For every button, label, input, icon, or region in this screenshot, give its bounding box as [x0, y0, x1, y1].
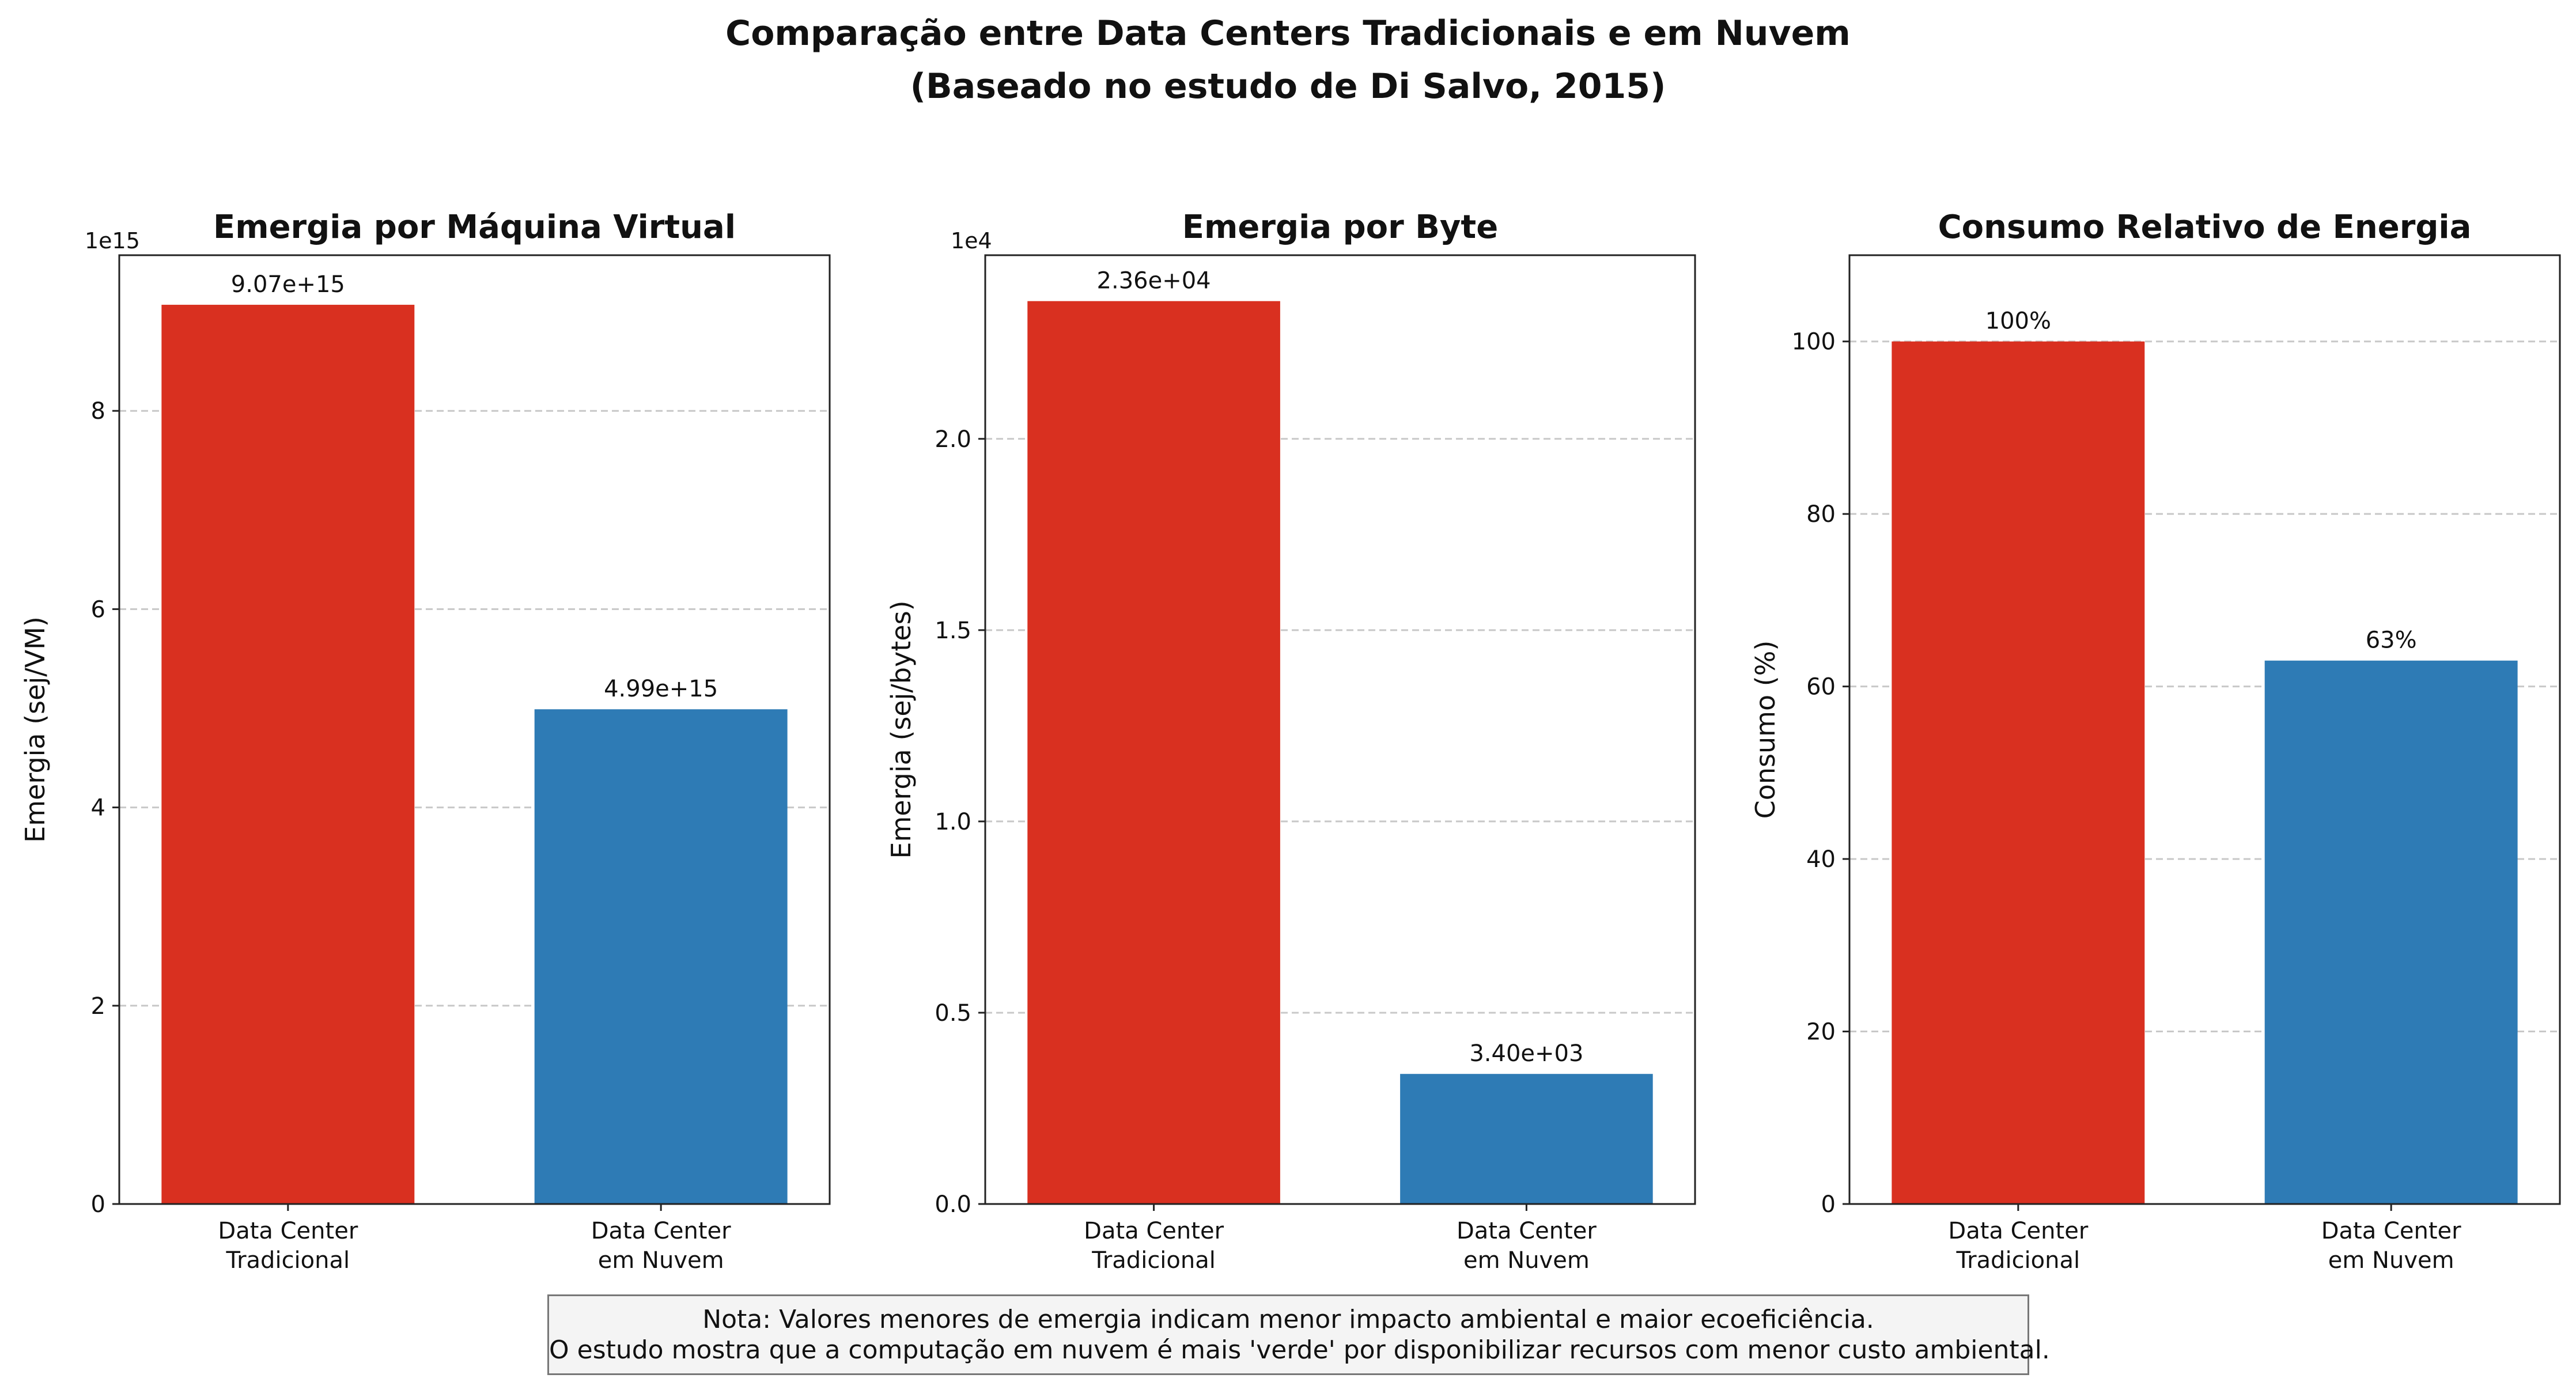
- y-axis-label: Emergia (sej/VM): [20, 616, 51, 843]
- note-line-2: O estudo mostra que a computação em nuve…: [549, 1335, 2050, 1365]
- axis-offset-label: 1e15: [85, 228, 140, 253]
- y-tick-label: 60: [1806, 674, 1836, 701]
- x-tick-label: Tradicional: [1091, 1247, 1216, 1274]
- x-tick-label: Data Center: [218, 1218, 358, 1244]
- figure-title: Comparação entre Data Centers Tradiciona…: [0, 7, 2576, 113]
- bar: [161, 305, 415, 1204]
- y-tick-label: 2: [91, 993, 105, 1020]
- x-tick-label: Data Center: [591, 1218, 731, 1244]
- note-box: Nota: Valores menores de emergia indicam…: [547, 1294, 2050, 1375]
- y-tick-label: 80: [1806, 501, 1836, 528]
- bar: [1892, 341, 2145, 1204]
- y-tick-label: 1.5: [935, 618, 971, 644]
- bar: [1400, 1074, 1653, 1204]
- y-tick-label: 0.5: [935, 1000, 971, 1027]
- chart-title: Emergia por Máquina Virtual: [213, 209, 736, 246]
- bar-value-label: 63%: [2366, 627, 2417, 654]
- chart-title: Emergia por Byte: [1182, 209, 1498, 246]
- y-tick-label: 0.0: [935, 1191, 971, 1218]
- x-tick-label: Data Center: [1457, 1218, 1597, 1244]
- bar-value-label: 3.40e+03: [1469, 1040, 1583, 1067]
- axes-frame: [1848, 254, 2561, 1205]
- bar: [2264, 660, 2518, 1204]
- y-tick-label: 40: [1806, 846, 1836, 873]
- x-tick-label: Tradicional: [1956, 1247, 2081, 1274]
- bar: [1027, 301, 1280, 1204]
- y-tick-label: 20: [1806, 1019, 1836, 1046]
- x-tick-label: Data Center: [1948, 1218, 2088, 1244]
- chart-title: Consumo Relativo de Energia: [1938, 209, 2472, 246]
- chart-1: 9.07e+15 4.99e+15 0 2 4 6 8 Data Center Tradicio…: [20, 209, 831, 1274]
- y-tick-label: 2.0: [935, 426, 971, 453]
- figure-title-line-1: Comparação entre Data Centers Tradiciona…: [725, 13, 1851, 54]
- y-tick-label: 1.0: [935, 809, 971, 835]
- y-tick-label: 6: [91, 596, 105, 623]
- bar-value-label: 9.07e+15: [231, 271, 345, 298]
- x-tick-label: Tradicional: [226, 1247, 350, 1274]
- note-line-1: Nota: Valores menores de emergia indicam…: [702, 1305, 1874, 1334]
- axis-offset-label: 1e4: [951, 228, 992, 253]
- y-tick-label: 100: [1792, 329, 1836, 355]
- x-tick-label: Data Center: [1084, 1218, 1224, 1244]
- y-tick-label: 8: [91, 398, 105, 425]
- bar-value-label: 2.36e+04: [1097, 268, 1211, 294]
- x-tick-label: em Nuvem: [2328, 1247, 2454, 1274]
- y-axis-label: Consumo (%): [1750, 641, 1781, 819]
- y-tick-label: 0: [1821, 1191, 1836, 1218]
- chart-2: 2.36e+04 3.40e+03 0.0 0.5 1.0 1.5 2.0 Data Cent…: [886, 209, 1696, 1274]
- x-tick-label: em Nuvem: [598, 1247, 724, 1274]
- x-tick-label: em Nuvem: [1463, 1247, 1590, 1274]
- bar-value-label: 100%: [1985, 308, 2051, 335]
- figure-title-line-2: (Baseado no estudo de Di Salvo, 2015): [910, 66, 1666, 107]
- y-tick-label: 4: [91, 795, 105, 821]
- x-tick-label: Data Center: [2321, 1218, 2461, 1244]
- axes-frame: [118, 254, 831, 1205]
- chart-3: 100% 63% 0 20 40 60 80 100 Data Center Tradiciona…: [1750, 209, 2561, 1274]
- y-axis-label: Emergia (sej/bytes): [886, 600, 917, 858]
- bar-value-label: 4.99e+15: [604, 676, 718, 702]
- y-tick-label: 0: [91, 1191, 105, 1218]
- axes-frame: [984, 254, 1696, 1205]
- bar: [534, 709, 788, 1204]
